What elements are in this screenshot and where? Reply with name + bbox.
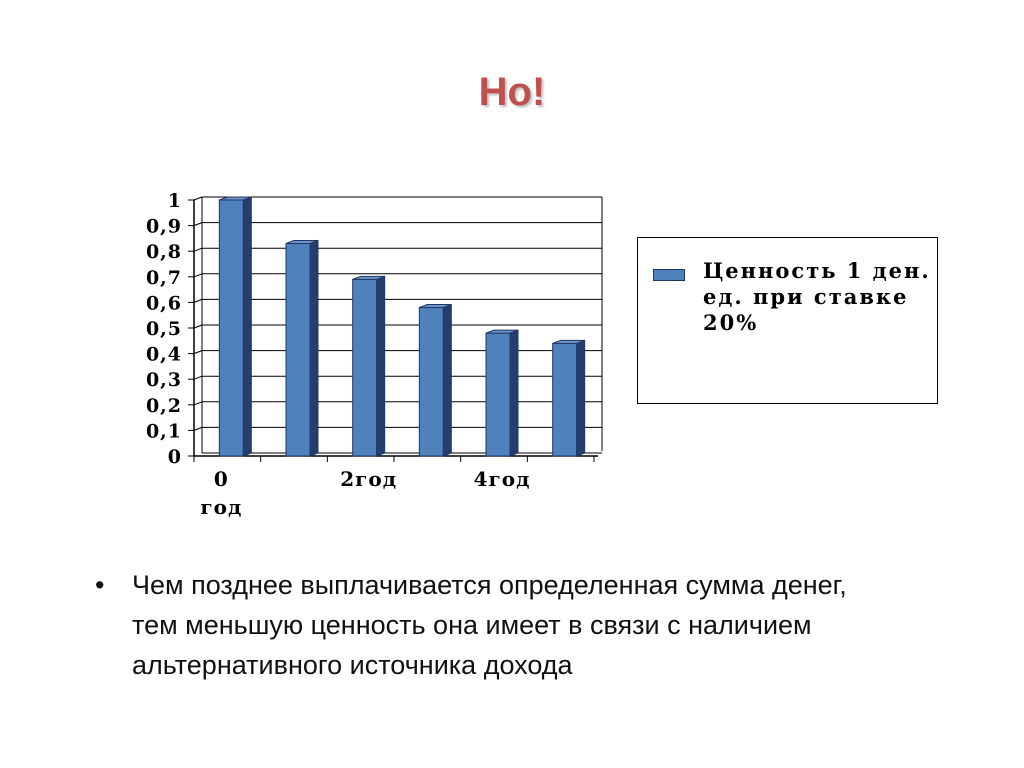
- x-tick-label: 2год: [340, 467, 397, 491]
- gridline-depth: [193, 401, 203, 406]
- gridline-depth: [193, 273, 203, 278]
- y-tick-label: 0,7: [146, 267, 182, 289]
- chart-axes: [188, 197, 602, 462]
- y-tick-label: 0,5: [146, 318, 182, 340]
- bullet-icon: •: [95, 570, 105, 600]
- y-tick-label: 0,1: [146, 420, 182, 442]
- bars: [218, 196, 586, 457]
- x-tick-label-line: 0: [214, 467, 229, 491]
- bar-side: [309, 239, 319, 457]
- legend-label: Ценность 1 ден. ед. при ставке 20%: [703, 258, 931, 335]
- bar-side: [509, 329, 519, 457]
- bullet-item: • Чем позднее выплачивается определенная…: [95, 565, 895, 685]
- y-tick-label: 0,8: [146, 241, 182, 263]
- bullet-text: Чем позднее выплачивается определенная с…: [132, 570, 847, 680]
- bar-side: [242, 196, 252, 457]
- bar-side: [442, 303, 452, 457]
- bar-top: [419, 304, 452, 309]
- bar-side: [376, 275, 386, 457]
- bar: [352, 278, 378, 457]
- x-tick-labels: 0 год 2год 4год: [200, 467, 531, 519]
- chart-gridlines: [193, 196, 603, 451]
- y-tick-label: 0,3: [146, 369, 182, 391]
- bar-top: [552, 339, 585, 344]
- bar: [485, 332, 511, 457]
- y-tick-label: 0,2: [146, 395, 182, 417]
- chart-legend: Ценность 1 ден. ед. при ставке 20%: [637, 237, 938, 404]
- y-tick-labels: 0 0,1 0,2 0,3 0,4 0,5 0,6 0,7 0,8 0,9 1: [146, 190, 182, 468]
- gridline-depth: [193, 247, 203, 252]
- bar-top: [352, 275, 385, 280]
- bar-top: [285, 240, 319, 245]
- x-tick-label-line: 4год: [474, 467, 531, 491]
- bar-side: [576, 339, 586, 457]
- gridline-depth: [193, 375, 203, 380]
- legend-swatch: [653, 269, 685, 281]
- x-tick-label: 0 год: [200, 467, 242, 519]
- bar: [418, 307, 444, 457]
- slide-title: Но!: [478, 70, 546, 114]
- bar-top: [485, 329, 519, 334]
- gridline-depth: [193, 426, 203, 431]
- y-tick-label: 0: [168, 446, 182, 468]
- y-tick-label: 1: [168, 190, 182, 212]
- gridline-depth: [193, 222, 203, 227]
- gridline-depth: [193, 350, 203, 355]
- x-tick-label-line: год: [200, 495, 242, 519]
- y-tick-label: 0,9: [146, 216, 182, 238]
- bar-chart: 0 0,1 0,2 0,3 0,4 0,5 0,6 0,7 0,8 0,9 1 0 год 2год 4г…: [146, 190, 603, 519]
- bar: [552, 342, 578, 457]
- bullet-list: • Чем позднее выплачивается определенная…: [95, 565, 895, 685]
- x-tick-label-line: 2год: [340, 467, 397, 491]
- y-tick-label: 0,6: [146, 292, 182, 314]
- bar-top: [219, 196, 252, 201]
- gridline-depth: [193, 196, 203, 201]
- y-tick-label: 0,4: [146, 344, 182, 366]
- bar: [285, 243, 311, 457]
- gridline-depth: [193, 324, 203, 329]
- x-tick-label: 4год: [474, 467, 531, 491]
- bar: [218, 199, 244, 457]
- gridline-depth: [193, 298, 203, 303]
